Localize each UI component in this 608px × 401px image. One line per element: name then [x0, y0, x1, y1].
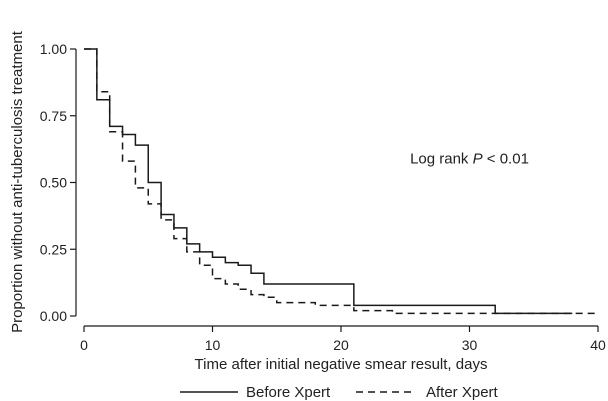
survival-curves: [84, 48, 598, 315]
y-tick-label: 0.50: [40, 175, 67, 191]
legend-label-after: After Xpert: [426, 384, 499, 401]
x-ticks: 0 10 20 30 40: [80, 326, 606, 353]
x-tick-label: 20: [333, 337, 349, 353]
x-tick-label: 40: [590, 337, 606, 353]
after-xpert-curve: [84, 48, 598, 315]
x-tick-label: 0: [80, 337, 88, 353]
y-tick-label: 0.00: [40, 308, 67, 324]
annotation-suffix: < 0.01: [483, 150, 529, 167]
annotation-prefix: Log rank: [410, 150, 473, 167]
y-tick-label: 0.25: [40, 241, 67, 257]
y-tick-label: 1.00: [40, 41, 67, 57]
x-tick-label: 30: [462, 337, 478, 353]
y-ticks: 0.00 0.25 0.50 0.75 1.00: [40, 41, 76, 324]
y-tick-label: 0.75: [40, 108, 67, 124]
x-axis-title: Time after initial negative smear result…: [195, 356, 488, 373]
legend-label-before: Before Xpert: [246, 384, 331, 401]
before-xpert-curve: [84, 48, 573, 315]
annotation-p: P: [473, 150, 483, 167]
x-tick-label: 10: [205, 337, 221, 353]
legend: Before Xpert After Xpert: [180, 384, 499, 401]
y-axis-title: Proportion without anti-tuberculosis tre…: [9, 30, 26, 333]
log-rank-annotation: Log rank P < 0.01: [410, 150, 529, 167]
